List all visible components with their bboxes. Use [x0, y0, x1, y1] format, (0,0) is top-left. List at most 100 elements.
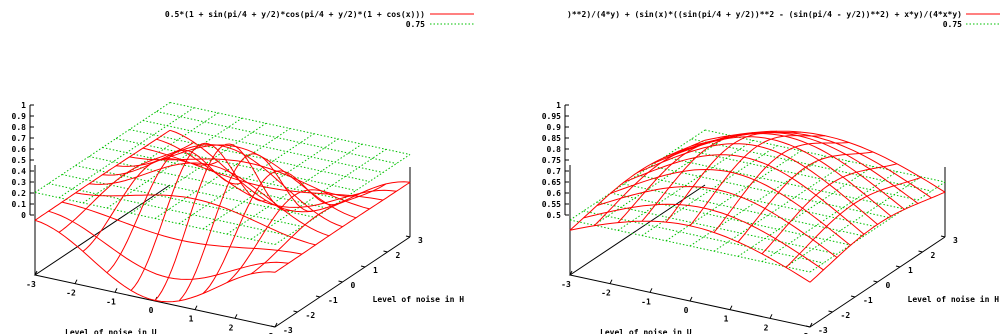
y-tick-label: -3 [818, 326, 828, 334]
y-tick [360, 265, 366, 268]
x-tick [769, 314, 773, 319]
legend-label: )**2)/(4*y) + (sin(x)*((sin(pi/4 + y/2))… [567, 9, 962, 19]
z-tick-label: 0.4 [12, 167, 27, 176]
plane-mesh-line [761, 171, 898, 263]
surface-mesh-line [737, 151, 874, 243]
surface-mesh-line [713, 142, 850, 233]
x-tick-label: 2 [229, 323, 234, 332]
x-tick [234, 314, 238, 319]
x-tick [649, 288, 653, 293]
surface-mesh-line [274, 181, 411, 273]
surface-mesh-line [75, 192, 316, 246]
surface-mesh-line [689, 135, 826, 227]
x-tick-label: -3 [561, 280, 571, 289]
plane-mesh-line [48, 183, 289, 236]
y-tick [293, 310, 298, 313]
surface-mesh-line [202, 170, 339, 294]
surface-mesh-line [250, 183, 387, 275]
x-tick-label: 0 [684, 306, 689, 315]
plane-mesh-line [677, 147, 919, 201]
surface-mesh-line [596, 186, 838, 258]
z-tick-label: 0.7 [12, 134, 27, 143]
surface-mesh-line [169, 129, 411, 213]
plane-mesh-line [169, 102, 411, 155]
y-tick [805, 325, 811, 328]
z-tick-label: 0 [21, 211, 26, 220]
y-axis-label: Level of noise in H [908, 294, 1000, 304]
z-tick-label: 0.6 [547, 189, 562, 198]
z-tick-label: 0.75 [542, 156, 561, 165]
surface-mesh-line [226, 189, 363, 283]
plane-mesh-line [178, 133, 315, 225]
x-tick [569, 270, 573, 276]
plane-mesh-line [142, 120, 384, 173]
z-tick-label: 0.5 [12, 156, 27, 165]
x-tick [74, 279, 78, 284]
x-tick-label: 3 [804, 332, 809, 334]
y-tick-label: -3 [283, 326, 293, 334]
y-tick [383, 250, 388, 253]
x-tick-label: -1 [106, 297, 116, 306]
x-tick [809, 322, 813, 328]
z-tick-label: 0.8 [12, 123, 27, 132]
x-tick-label: -1 [641, 297, 651, 306]
surface-mesh-line [569, 220, 811, 283]
surface-mesh-line [650, 136, 892, 217]
plane-mesh-line [156, 111, 397, 164]
y-tick-label: -1 [863, 296, 873, 305]
surface-mesh-line [34, 129, 171, 221]
y-tick-label: 1 [908, 266, 913, 275]
x-tick [34, 270, 38, 276]
surface-mesh-line [637, 143, 878, 225]
y-tick [850, 295, 856, 298]
plane-mesh-line [650, 165, 892, 219]
y-tick-label: 0 [351, 281, 356, 290]
plane-mesh-line [75, 165, 316, 218]
plane-mesh-line [102, 147, 343, 200]
x-tick [194, 305, 198, 310]
x-tick [609, 279, 613, 284]
y-tick [873, 280, 878, 283]
x-tick [274, 322, 278, 328]
z-tick-label: 0.9 [547, 123, 562, 132]
plane-mesh-line [637, 174, 878, 228]
plane-mesh-line [809, 181, 946, 273]
surface-mesh-line [809, 191, 946, 283]
y-tick-label: 0 [886, 281, 891, 290]
legend-label: 0.75 [943, 20, 962, 29]
plane-mesh-line [115, 138, 357, 191]
surface-mesh-line [665, 131, 802, 223]
z-tick-label: 0.1 [12, 200, 27, 209]
y-tick-label: 2 [396, 251, 401, 260]
plane-mesh-line [129, 129, 370, 182]
y-tick [405, 235, 411, 238]
x-tick [729, 305, 733, 310]
plane-mesh-line [785, 176, 922, 268]
y-tick [895, 265, 901, 268]
z-tick-label: 0.9 [12, 112, 27, 121]
z-tick-label: 0.6 [12, 145, 27, 154]
y-tick [828, 310, 833, 313]
surface-plot-left: 0 0.1 0.2 0.3 0.4 0.5 0.6 0.7 0.8 0.9 1 -3 -2 -1 0 1 2 3 -… [12, 9, 474, 334]
plane-mesh-line [623, 183, 865, 237]
surface-mesh-line [761, 163, 898, 255]
surface-mesh-line [691, 131, 932, 199]
surface-mesh-line [115, 144, 357, 219]
x-tick-label: 0 [149, 306, 154, 315]
surface-mesh-line [61, 201, 303, 255]
y-tick-label: -2 [306, 311, 316, 320]
z-tick-label: 0.3 [12, 178, 27, 187]
z-tick-label: 1 [556, 101, 561, 110]
x-tick-label: 2 [764, 323, 769, 332]
plane-mesh-line [226, 143, 363, 235]
surface-mesh-line [617, 132, 754, 223]
legend-label: 0.75 [406, 20, 425, 29]
plane-mesh-line [202, 138, 339, 230]
y-tick-label: -1 [328, 296, 338, 305]
z-tick-label: 1 [21, 101, 26, 110]
plane-mesh-line [250, 148, 387, 240]
legend-label: 0.5*(1 + sin(pi/4 + y/2)*cos(pi/4 + y/2)… [165, 9, 425, 19]
plane-mesh-line [737, 165, 874, 257]
y-tick-label: -2 [841, 311, 851, 320]
